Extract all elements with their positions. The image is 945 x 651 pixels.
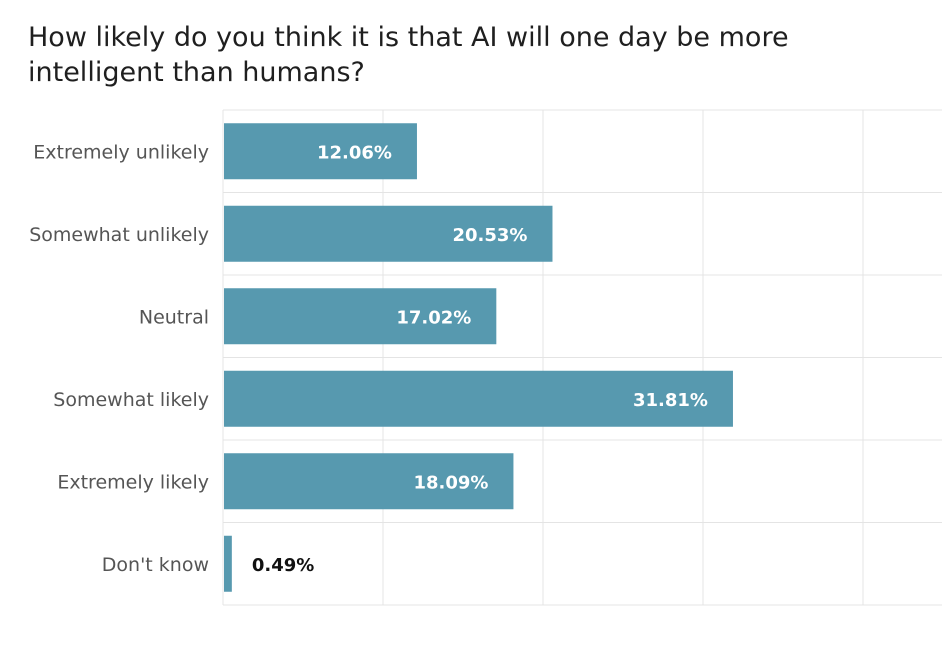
bar xyxy=(224,453,514,510)
value-label: 12.06% xyxy=(317,142,392,163)
label-layer: Extremely unlikely 12.06% Somewhat unlikel… xyxy=(29,141,708,576)
category-label: Somewhat likely xyxy=(53,389,209,411)
bar xyxy=(224,535,232,592)
value-label: 20.53% xyxy=(452,225,527,246)
category-label: Extremely unlikely xyxy=(33,141,209,163)
bar xyxy=(224,370,733,427)
grid-layer xyxy=(222,109,942,606)
bar-layer xyxy=(224,123,733,592)
bar xyxy=(224,205,553,262)
chart-title: How likely do you think it is that AI wi… xyxy=(28,22,789,88)
value-label: 0.49% xyxy=(252,555,314,576)
category-label: Neutral xyxy=(139,306,209,328)
category-label: Extremely likely xyxy=(57,471,209,493)
value-label: 31.81% xyxy=(633,390,708,411)
bar xyxy=(224,288,497,345)
value-label: 17.02% xyxy=(396,307,471,328)
bar xyxy=(224,123,417,180)
category-label: Don't know xyxy=(102,554,209,576)
value-label: 18.09% xyxy=(413,472,488,493)
category-label: Somewhat unlikely xyxy=(29,224,209,246)
